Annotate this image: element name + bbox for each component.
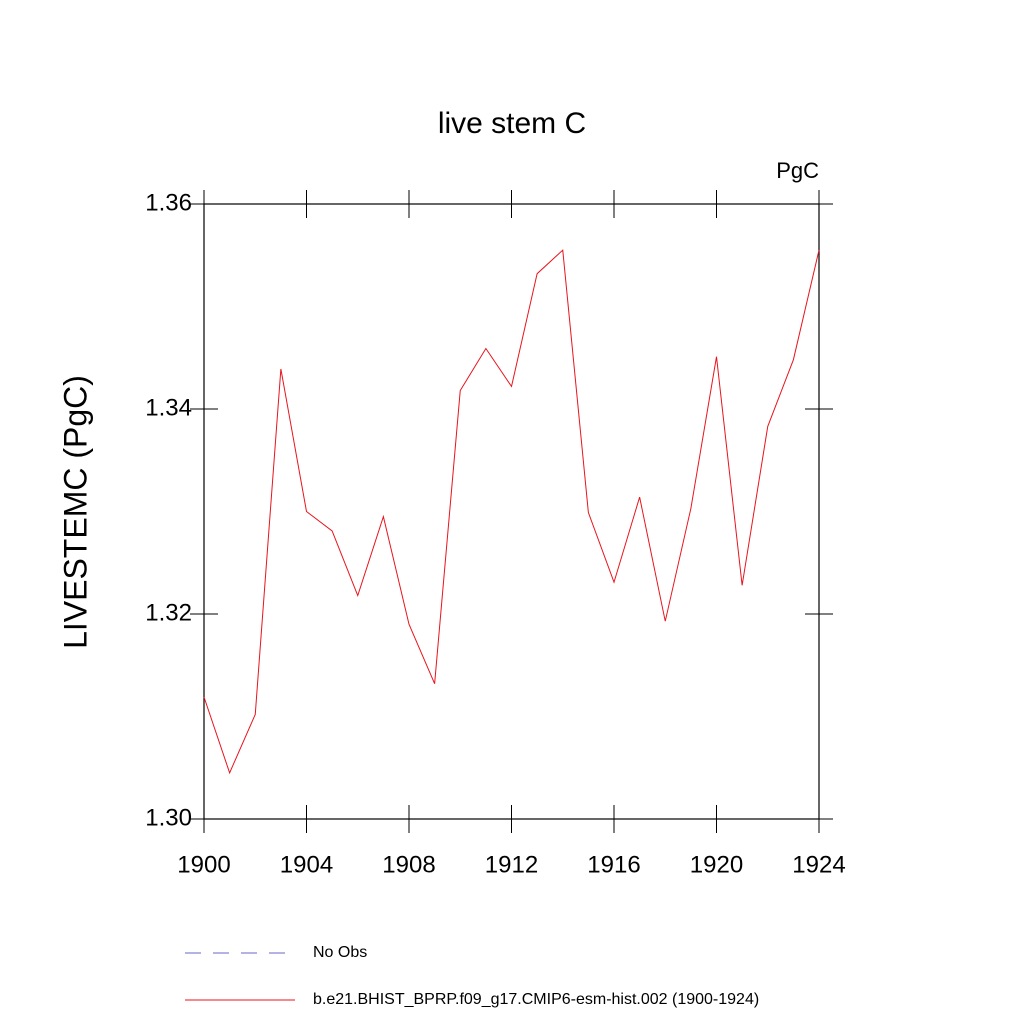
x-tick-label: 1924 — [792, 851, 845, 878]
x-tick-label: 1904 — [280, 851, 333, 878]
x-tick-label: 1920 — [690, 851, 743, 878]
y-tick-label: 1.32 — [145, 599, 192, 626]
units-label: PgC — [776, 158, 819, 183]
chart-title: live stem C — [438, 107, 586, 140]
y-axis-label: LIVESTEMC (PgC) — [57, 375, 93, 649]
x-tick-label: 1900 — [177, 851, 230, 878]
y-tick-label: 1.30 — [145, 804, 192, 831]
x-tick-label: 1912 — [485, 851, 538, 878]
legend-label: b.e21.BHIST_BPRP.f09_g17.CMIP6-esm-hist.… — [313, 991, 759, 1008]
y-tick-label: 1.34 — [145, 394, 192, 421]
plot-frame — [203, 203, 820, 820]
x-tick-label: 1916 — [587, 851, 640, 878]
data-line — [203, 249, 820, 775]
legend-label: No Obs — [313, 944, 367, 961]
x-tick-label: 1908 — [382, 851, 435, 878]
y-tick-label: 1.36 — [145, 189, 192, 216]
